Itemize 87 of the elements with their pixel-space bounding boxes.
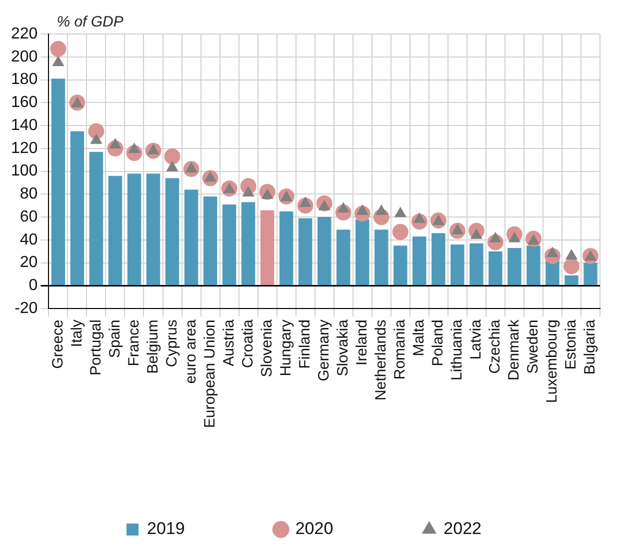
x-tick-label: Romania <box>392 318 409 380</box>
bar <box>279 211 294 285</box>
y-axis-title: % of GDP <box>56 14 124 31</box>
legend-label: 2020 <box>295 519 334 538</box>
bar <box>165 178 180 285</box>
bar <box>432 233 446 285</box>
x-tick-label: Portugal <box>87 320 104 376</box>
bar <box>470 243 484 285</box>
bar <box>260 210 274 285</box>
x-tick-label: France <box>125 320 142 366</box>
point <box>166 161 178 172</box>
bar <box>298 218 312 285</box>
legend-label: 2019 <box>147 519 185 538</box>
point <box>242 186 254 197</box>
point <box>394 207 406 218</box>
x-tick-label: Germany <box>315 319 332 382</box>
x-tick-label: Belgium <box>144 320 162 374</box>
x-tick-label: Estonia <box>562 318 580 370</box>
x-tick-label: Czechia <box>486 318 504 374</box>
point <box>50 40 66 57</box>
y-tick-label: 120 <box>10 140 38 157</box>
x-tick-label: European Union <box>201 320 218 428</box>
bar <box>526 246 540 285</box>
bar <box>184 190 198 285</box>
bar <box>488 251 502 285</box>
x-tick-label: Hungary <box>277 319 294 376</box>
x-tick-label: Finland <box>296 320 314 369</box>
x-tick-label: Cyprus <box>163 320 180 368</box>
x-tick-label: Slovakia <box>334 318 352 376</box>
point <box>164 148 180 164</box>
y-tick-label: 160 <box>10 94 38 112</box>
bar <box>146 174 160 285</box>
point <box>566 249 578 260</box>
bar <box>203 196 218 285</box>
bar <box>564 275 578 285</box>
x-tick-label: Spain <box>106 320 124 358</box>
point <box>376 204 388 215</box>
point <box>90 134 102 144</box>
y-tick-label: 200 <box>10 48 38 66</box>
y-tick-label: 60 <box>20 208 38 226</box>
y-tick-label: 180 <box>10 71 38 88</box>
bar <box>317 217 332 285</box>
y-tick-label: -20 <box>14 300 38 317</box>
y-tick-label: 100 <box>10 162 38 180</box>
bar <box>241 202 256 285</box>
bar <box>584 262 598 285</box>
y-tick-label: 0 <box>28 277 38 294</box>
bar <box>222 204 236 285</box>
bar <box>51 78 66 285</box>
bar <box>70 131 84 285</box>
point <box>563 258 580 274</box>
bar <box>546 260 560 285</box>
x-tick-label: Malta <box>410 318 428 356</box>
bar <box>336 230 350 285</box>
bar <box>412 236 426 285</box>
x-tick-label: Lithuania <box>448 318 466 380</box>
y-tick-label: 20 <box>20 254 38 272</box>
bar <box>127 174 142 285</box>
y-tick-label: 220 <box>10 25 38 42</box>
y-tick-label: 140 <box>10 116 38 134</box>
x-tick-label: Italy <box>68 319 86 348</box>
x-tick-label: Austria <box>220 318 238 366</box>
x-tick-label: Croatia <box>239 318 256 368</box>
bar <box>394 246 408 285</box>
point <box>88 123 104 140</box>
x-tick-label: Greece <box>49 320 66 369</box>
point <box>52 56 64 66</box>
x-tick-label: euro area <box>182 318 200 384</box>
x-tick-label: Poland <box>430 320 447 366</box>
x-tick-label: Sweden <box>524 320 542 374</box>
x-tick-label: Netherlands <box>372 320 390 400</box>
point <box>392 224 408 240</box>
x-tick-label: Denmark <box>506 319 523 380</box>
bar <box>508 248 522 285</box>
x-tick-label: Luxembourg <box>544 320 561 403</box>
bar <box>108 176 122 285</box>
bar <box>374 230 388 285</box>
y-tick-label: 80 <box>20 186 38 203</box>
bar <box>450 244 464 285</box>
bar <box>89 152 104 285</box>
x-tick-label: Ireland <box>354 320 371 366</box>
x-tick-label: Slovenia <box>258 318 276 378</box>
legend-label: 2022 <box>444 519 482 538</box>
x-tick-label: Latvia <box>468 318 485 360</box>
y-tick-label: 40 <box>20 231 38 248</box>
bar <box>356 219 370 285</box>
x-tick-label: Bulgaria <box>582 318 599 375</box>
